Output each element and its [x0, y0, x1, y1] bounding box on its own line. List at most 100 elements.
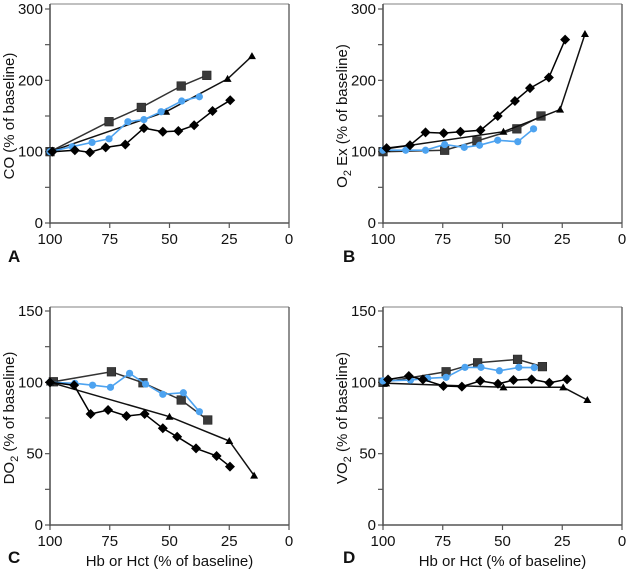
data-point-circle: [195, 408, 203, 416]
x-tick-label: 0: [285, 231, 293, 248]
data-point-diamond: [455, 126, 466, 137]
data-point-triangle: [250, 471, 259, 479]
data-point-circle: [461, 363, 469, 371]
data-point-circle: [441, 140, 449, 149]
data-point-diamond: [492, 378, 503, 389]
series-circles: [46, 93, 203, 156]
x-tick-label: 75: [434, 533, 451, 550]
data-point-circle: [529, 125, 538, 133]
data-point-circle: [157, 108, 165, 116]
data-point-diamond: [207, 106, 218, 117]
series-squares: [45, 70, 212, 157]
y-tick-label: 100: [351, 144, 376, 161]
data-point-triangle: [580, 29, 589, 37]
panel-letter: C: [8, 548, 20, 567]
series-line-triangles: [386, 382, 588, 401]
data-point-circle: [88, 138, 96, 146]
x-tick-label: 50: [494, 231, 511, 248]
y-axis-label: VO2 (% of baseline): [334, 352, 354, 484]
x-tick-label: 25: [554, 533, 571, 550]
data-point-circle: [159, 390, 167, 398]
y-tick-label: 300: [18, 1, 43, 18]
data-point-triangle: [499, 127, 508, 135]
series-diamonds: [383, 371, 573, 392]
data-point-diamond: [509, 96, 520, 107]
x-tick-label: 100: [37, 533, 62, 550]
y-tick-label: 0: [368, 517, 376, 534]
series-line-triangles: [49, 381, 255, 477]
data-point-square: [202, 70, 212, 80]
data-point-circle: [477, 363, 485, 371]
x-tick-label: 25: [554, 231, 571, 248]
data-point-circle: [140, 115, 148, 124]
y-tick-label: 150: [351, 303, 376, 320]
data-point-diamond: [526, 374, 537, 385]
data-point-circle: [421, 146, 430, 154]
x-tick-label: 100: [37, 231, 62, 248]
data-point-diamond: [191, 443, 202, 454]
data-point-triangle: [165, 412, 174, 420]
data-point-diamond: [173, 125, 184, 136]
y-axis-label: DO2 (% of baseline): [1, 352, 21, 485]
series-triangles: [382, 29, 589, 152]
data-point-diamond: [120, 139, 131, 150]
data-point-diamond: [420, 127, 431, 138]
y-tick-label: 200: [18, 72, 43, 89]
x-tick-label: 75: [434, 231, 451, 248]
data-point-diamond: [69, 380, 80, 391]
x-tick-label: 25: [221, 231, 238, 248]
x-tick-label: 50: [161, 231, 178, 248]
data-point-diamond: [475, 125, 486, 136]
series-diamonds: [47, 95, 236, 158]
data-point-circle: [495, 367, 503, 375]
data-point-triangle: [223, 74, 232, 82]
data-point-square: [512, 354, 523, 364]
x-tick-label: 100: [370, 231, 395, 248]
data-point-square: [203, 415, 213, 425]
y-tick-label: 300: [351, 1, 376, 18]
x-tick-label: 0: [618, 231, 626, 248]
panel-letter: A: [8, 247, 20, 266]
data-point-diamond: [544, 377, 555, 388]
x-tick-label: 50: [494, 533, 511, 550]
y-axis-label: O2 Ex (% of baseline): [334, 44, 354, 188]
data-point-diamond: [211, 450, 222, 461]
data-point-diamond: [121, 411, 132, 422]
data-point-diamond: [84, 147, 95, 158]
y-tick-label: 0: [35, 517, 43, 534]
data-point-circle: [514, 138, 522, 146]
data-point-circle: [125, 369, 134, 377]
data-point-circle: [88, 381, 97, 389]
data-point-circle: [179, 389, 187, 397]
x-axis-label: Hb or Hct (% of baseline): [419, 553, 587, 570]
panel-d: 0 50 100 150 100 75 50 25 0 VO2 (% of baseline) Hb…: [334, 303, 626, 570]
data-point-diamond: [139, 409, 150, 420]
data-point-diamond: [157, 423, 168, 434]
data-point-square: [537, 362, 548, 372]
data-point-diamond: [383, 374, 394, 385]
y-axis-label: CO (% of baseline): [1, 53, 18, 180]
data-point-diamond: [492, 111, 503, 121]
data-point-diamond: [456, 381, 467, 392]
series-diamonds: [45, 377, 235, 472]
data-point-circle: [515, 363, 523, 371]
data-point-circle: [106, 383, 115, 391]
data-point-diamond: [85, 409, 96, 420]
data-point-circle: [402, 146, 410, 154]
data-point-square: [104, 117, 114, 127]
series-squares: [378, 354, 548, 387]
series-diamonds: [381, 34, 571, 154]
data-point-diamond: [560, 34, 571, 45]
data-point-circle: [475, 141, 484, 149]
data-point-triangle: [247, 52, 256, 60]
data-point-diamond: [417, 374, 428, 385]
data-point-circle: [178, 97, 186, 105]
data-point-circle: [142, 380, 150, 388]
data-point-triangle: [559, 383, 568, 391]
x-tick-label: 0: [285, 533, 293, 550]
y-tick-label: 50: [359, 446, 376, 463]
y-tick-label: 100: [18, 144, 43, 161]
